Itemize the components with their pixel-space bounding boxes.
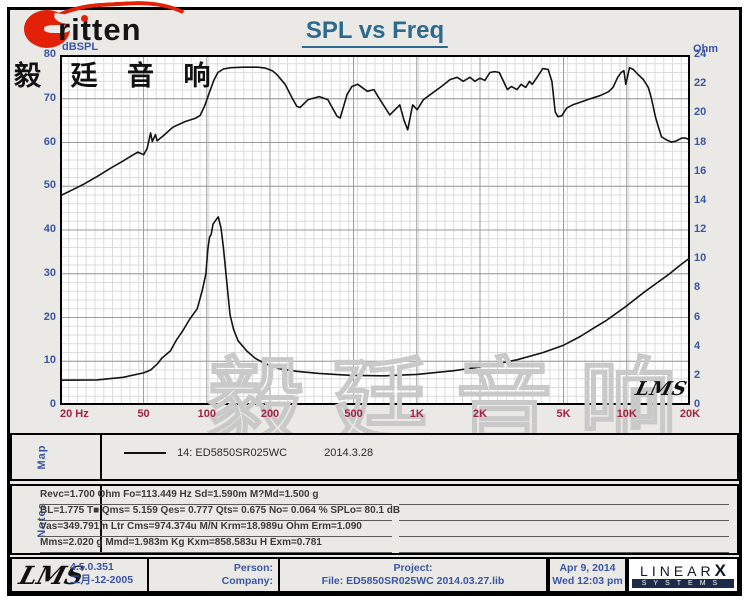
notes-rule-4 [399,537,729,553]
freq-axis-tick-20Hz: 20 Hz [60,408,89,420]
legend-curve-date: 2014.3.28 [324,447,374,459]
logo-eagle-icon [24,10,70,48]
notes-line-1: Revc=1.700 Ohm Fo=113.449 Hz Sd=1.590m M… [40,489,392,505]
right-axis-tick-20: 20 [694,106,707,119]
legend-line-sample [124,452,166,455]
right-axis-unit-label: Ohm [693,43,719,55]
freq-axis-tick-1K: 1K [409,408,424,420]
legend-curve-name: 14: ED5850SR025WC [177,447,288,459]
logo-i-dot-icon [81,15,88,22]
linearx-x: X [714,561,726,580]
report-time: Wed 12:03 pm [552,575,623,587]
notes-rule-3 [399,521,729,537]
left-axis-tick-30: 30 [43,266,56,279]
file-label: File: ED5850SR025WC 2014.03.27.lib [321,575,505,587]
curve-impedance [60,216,690,381]
left-axis-tick-60: 60 [43,135,56,148]
report-date: Apr 9, 2014 [559,562,616,574]
footer-linearx-cell: LINEARX SYSTEMS [627,557,739,593]
right-axis-tick-4: 4 [694,339,701,352]
left-axis-unit-label: dBSPL [62,41,99,53]
notes-line-3: Vas=349.791m Ltr Cms=974.374u M/N Krm=18… [40,521,392,537]
footer-project-cell: Project: File: ED5850SR025WC 2014.03.27.… [278,557,548,593]
curve-spl [60,66,690,197]
brand-logo-text: ritten [58,12,142,47]
notes-rule-1 [399,489,729,505]
left-axis-tick-70: 70 [43,91,56,104]
notes-section: Notes Revc=1.700 Ohm Fo=113.449 Hz Sd=1.… [10,484,739,555]
company-label: Company: [221,575,273,587]
notes-side-column: Notes [12,486,102,553]
freq-axis-tick-20K: 20K [679,408,701,420]
curve-legend: 14: ED5850SR025WC 2014.3.28 [124,447,373,459]
right-axis-tick-12: 12 [694,223,707,235]
right-axis-tick-0: 0 [694,398,701,410]
right-axis-tick-14: 14 [694,193,707,206]
person-label: Person: [233,562,273,574]
map-side-column: Map [12,435,102,479]
footer-date-cell: Apr 9, 2014 Wed 12:03 pm [548,557,627,593]
linearx-wordmark: LINEAR [640,563,715,579]
right-axis-tick-22: 22 [694,77,707,90]
right-axis-tick-6: 6 [694,310,701,323]
software-version-date: 二月-12-2005 [70,574,134,586]
map-section-label: Map [36,444,48,470]
freq-axis-tick-2K: 2K [472,408,488,420]
brand-cjk-name: 毅 廷 音 响 [14,61,222,91]
notes-rule-2 [399,505,729,521]
right-axis-tick-8: 8 [694,281,701,294]
left-axis-tick-20: 20 [43,310,56,323]
linearx-systems-band: SYSTEMS [632,579,734,588]
right-axis-tick-10: 10 [694,252,707,265]
right-axis-tick-24: 24 [694,48,707,60]
right-axis-tick-16: 16 [694,164,707,177]
page-title: SPL vs Freq [301,17,449,48]
freq-axis-tick-500: 500 [344,408,363,420]
lms-plot-signature: LMS [633,378,690,400]
plot-canvas [60,55,690,405]
software-version: 4.5.0.351 [70,561,114,573]
freq-axis-tick-10K: 10K [616,408,637,420]
freq-axis-tick-200: 200 [260,408,280,420]
left-axis-tick-50: 50 [43,179,56,192]
project-label: Project: [393,562,433,574]
freq-axis-tick-100: 100 [197,408,216,420]
left-axis-tick-80: 80 [43,48,56,60]
left-axis-tick-0: 0 [49,398,56,410]
linearx-logo: LINEARX [629,561,737,581]
notes-line-4: Mms=2.020 g Mmd=1.983m Kg Kxm=858.583u H… [40,537,392,553]
brand-logo: ritten 毅 廷 音 响 [10,0,211,100]
right-axis-tick-2: 2 [694,368,701,381]
right-axis-tick-18: 18 [694,135,707,148]
notes-line-2: BL=1.775 T■ Qms= 5.159 Qes= 0.777 Qts= 0… [40,505,400,521]
footer-version-cell: LMS 4.5.0.351 二月-12-2005 [10,557,151,593]
footer-person-cell: Person: Company: [147,557,280,593]
left-axis-tick-10: 10 [43,354,56,367]
freq-axis-tick-5K: 5K [556,408,571,420]
left-axis-tick-40: 40 [43,223,56,235]
map-section: Map 14: ED5850SR025WC 2014.3.28 [10,433,739,481]
freq-axis-tick-50: 50 [137,408,150,420]
spl-vs-freq-plot [60,55,690,405]
